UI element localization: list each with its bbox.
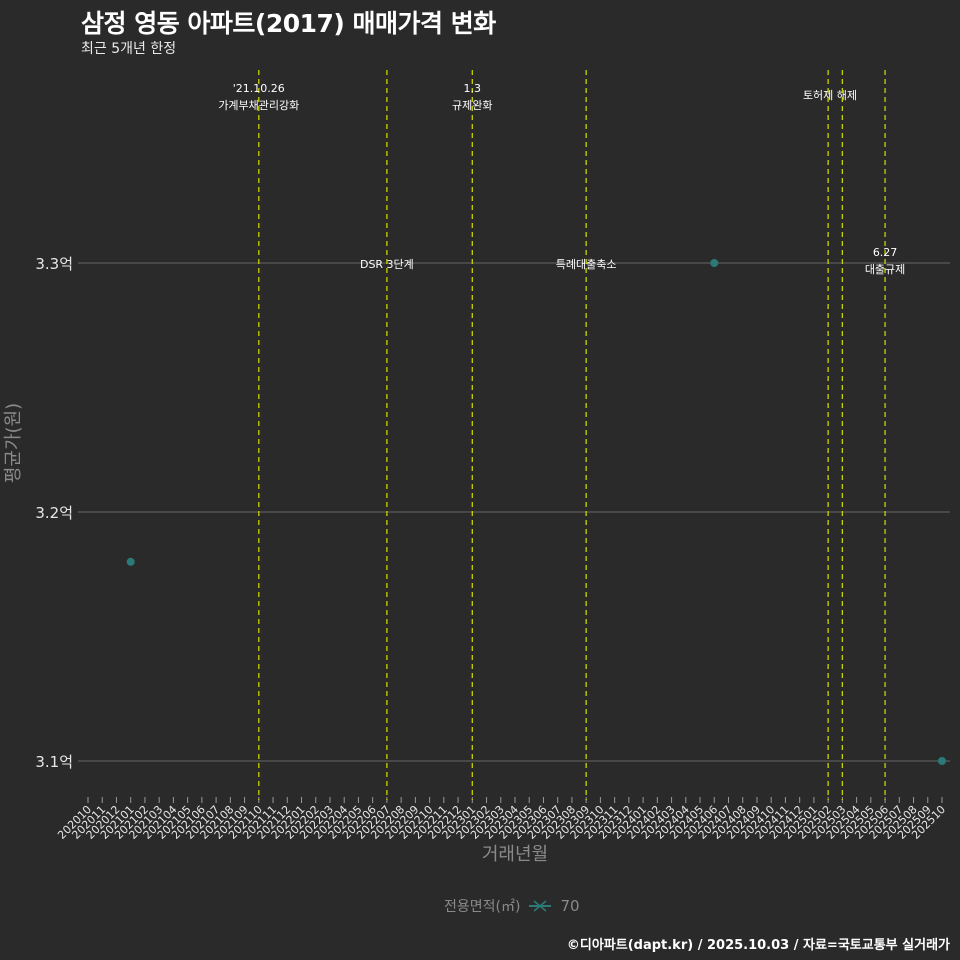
event-label: '21.10.26: [233, 82, 285, 95]
source-caption: ©디아파트(dapt.kr) / 2025.10.03 / 자료=국토교통부 실…: [566, 938, 950, 953]
event-label: 토허제 해제: [803, 88, 857, 102]
data-point: [710, 259, 719, 267]
y-tick-label: 3.1억: [35, 753, 73, 771]
data-point: [126, 557, 135, 566]
event-label: 대출규제: [865, 263, 905, 276]
event-label: 1.3: [464, 82, 482, 95]
chart-title: 삼정 영동 아파트(2017) 매매가격 변화: [81, 9, 496, 38]
event-label: 가계부채관리강화: [218, 99, 299, 112]
legend-title: 전용면적(㎡): [444, 899, 521, 915]
y-tick-label: 3.3억: [35, 255, 73, 273]
chart-subtitle: 최근 5개년 한정: [81, 41, 177, 57]
data-point: [938, 757, 946, 765]
legend-key-icon: [529, 900, 552, 912]
legend: 전용면적(㎡) 70: [444, 896, 580, 916]
x-axis-label: 거래년월: [481, 844, 549, 865]
y-tick-label: 3.2억: [35, 504, 73, 522]
event-label: 규제완화: [452, 99, 492, 112]
event-label: 특례대출축소: [556, 258, 617, 271]
y-axis-label: 평균가(원): [3, 402, 24, 484]
event-label: DSR 3단계: [360, 258, 414, 271]
legend-entry: 70: [560, 897, 580, 915]
event-label: 6.27: [873, 246, 898, 259]
